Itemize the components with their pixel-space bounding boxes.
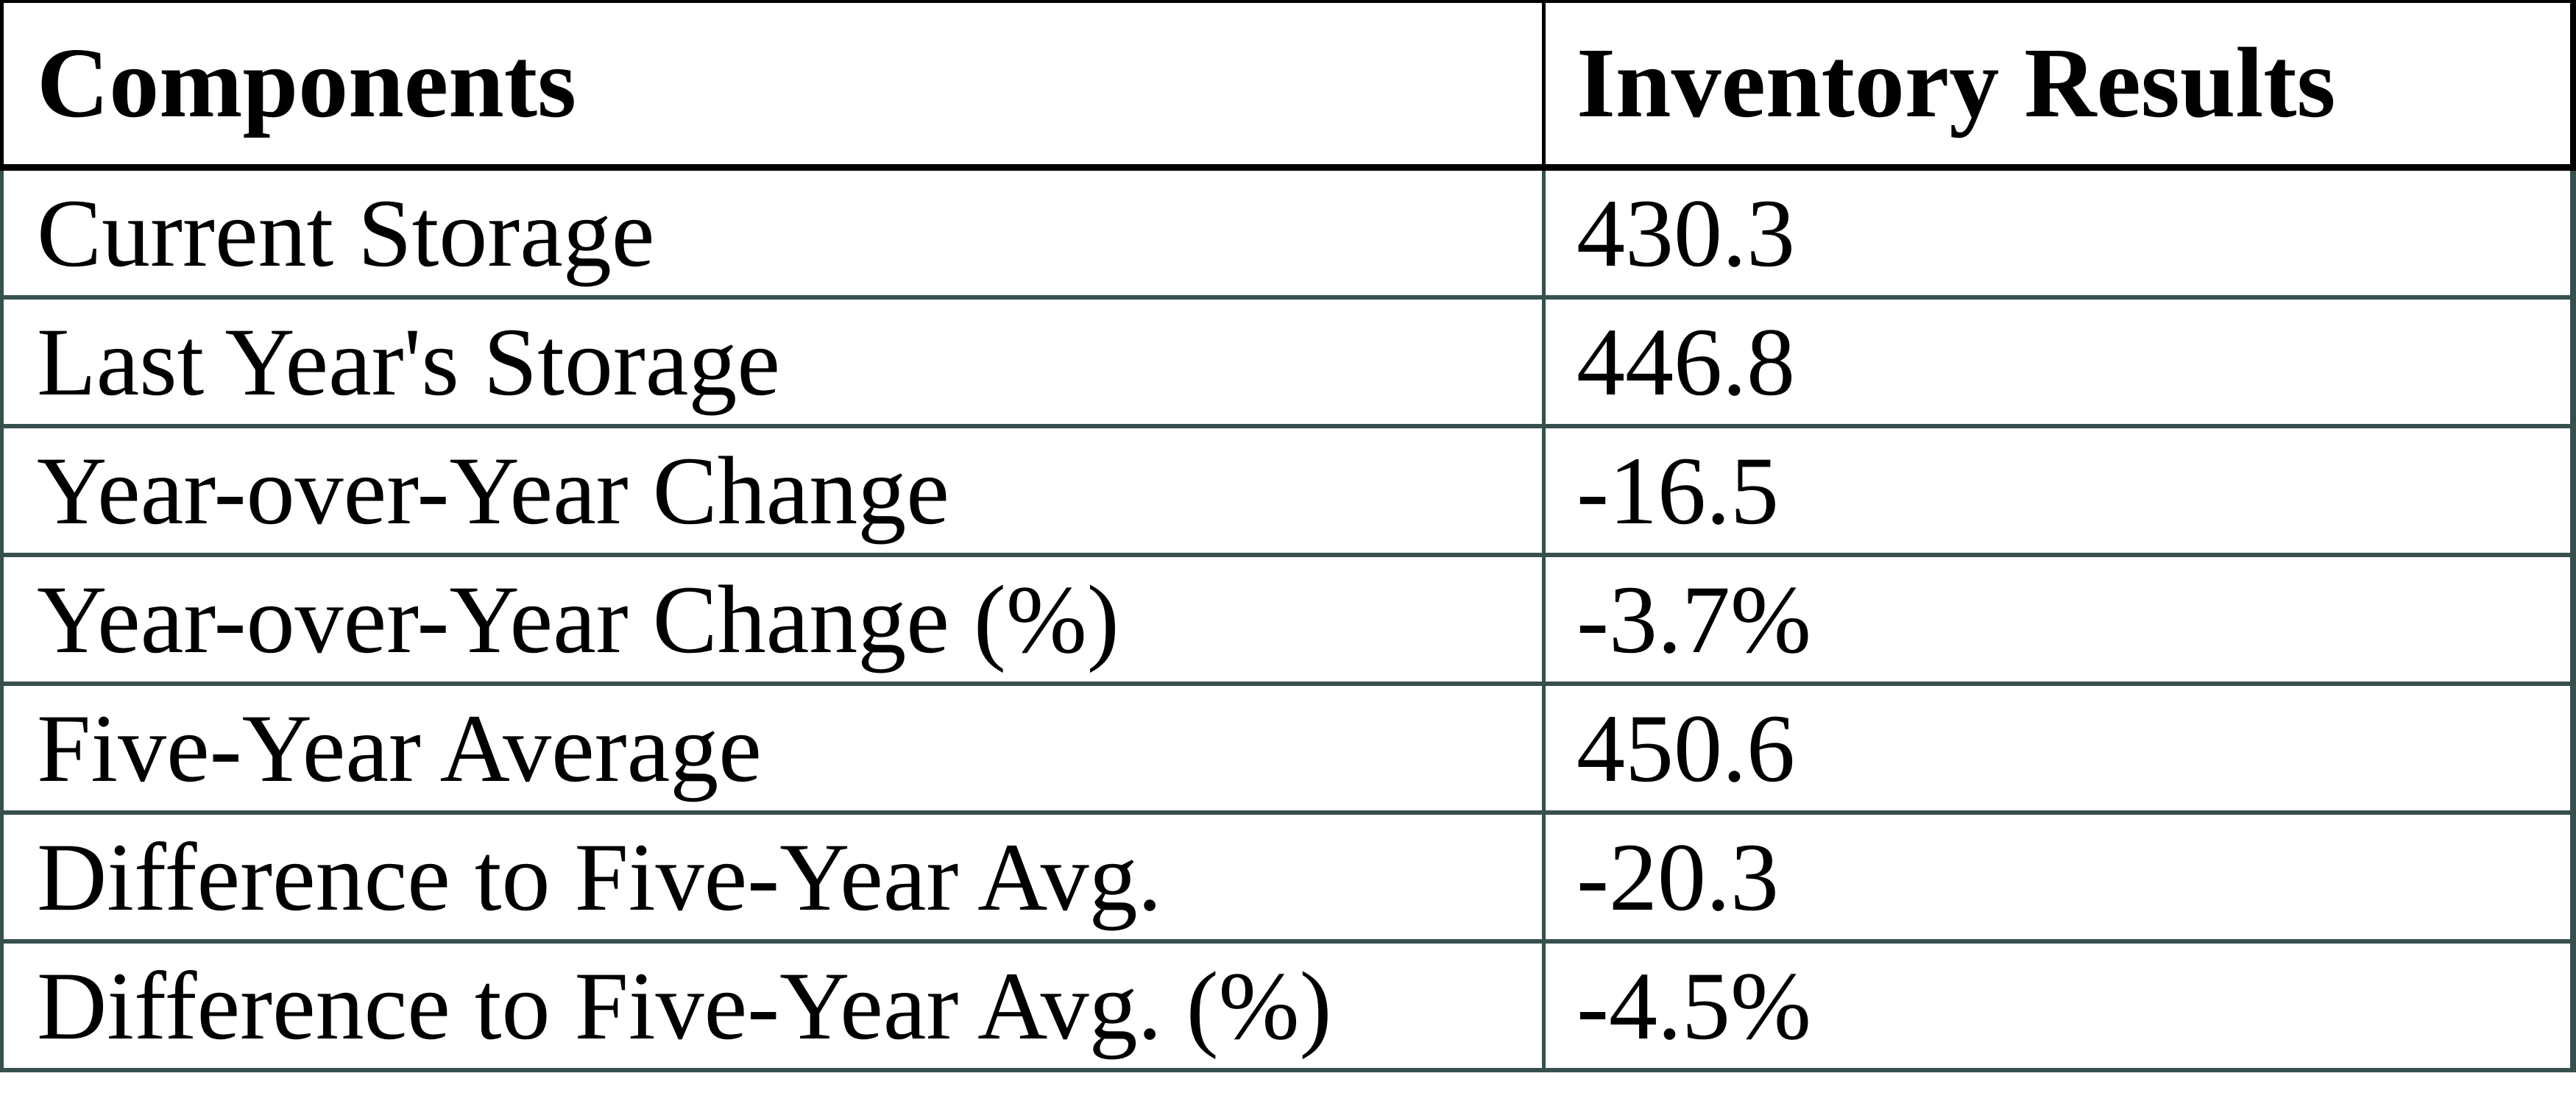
- value-cell: -3.7%: [1546, 557, 2576, 682]
- component-cell: Five-Year Average: [0, 686, 1546, 810]
- header-inventory-results: Inventory Results: [1546, 3, 2576, 164]
- table-row: Year-over-Year Change -16.5: [0, 428, 2576, 557]
- inventory-table: Components Inventory Results Current Sto…: [0, 0, 2576, 1072]
- table-header-row: Components Inventory Results: [0, 0, 2576, 171]
- value-cell: 430.3: [1546, 171, 2576, 295]
- component-cell: Current Storage: [0, 171, 1546, 295]
- component-cell: Difference to Five-Year Avg. (%): [0, 944, 1546, 1068]
- value-cell: -20.3: [1546, 815, 2576, 939]
- value-cell: -16.5: [1546, 428, 2576, 553]
- header-components: Components: [0, 3, 1546, 164]
- component-cell: Last Year's Storage: [0, 300, 1546, 424]
- component-cell: Year-over-Year Change (%): [0, 557, 1546, 682]
- component-cell: Year-over-Year Change: [0, 428, 1546, 553]
- table-row: Difference to Five-Year Avg. -20.3: [0, 815, 2576, 944]
- table-row: Current Storage 430.3: [0, 171, 2576, 300]
- component-cell: Difference to Five-Year Avg.: [0, 815, 1546, 939]
- value-cell: -4.5%: [1546, 944, 2576, 1068]
- table-row: Year-over-Year Change (%) -3.7%: [0, 557, 2576, 686]
- table-row: Last Year's Storage 446.8: [0, 300, 2576, 428]
- value-cell: 446.8: [1546, 300, 2576, 424]
- table-row: Five-Year Average 450.6: [0, 686, 2576, 815]
- value-cell: 450.6: [1546, 686, 2576, 810]
- table-row: Difference to Five-Year Avg. (%) -4.5%: [0, 944, 2576, 1072]
